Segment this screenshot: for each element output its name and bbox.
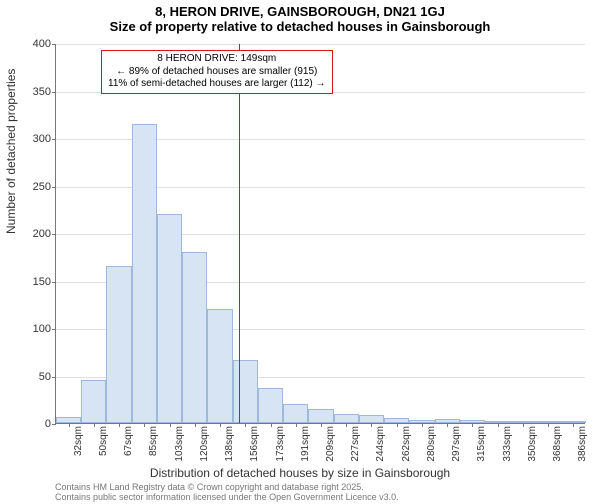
xtick-mark	[170, 423, 171, 427]
xtick-mark	[472, 423, 473, 427]
plot-area: 05010015020025030035040032sqm50sqm67sqm8…	[55, 44, 585, 424]
ytick-mark	[52, 282, 56, 283]
ytick-label: 350	[11, 86, 51, 98]
xtick-label: 315sqm	[476, 426, 487, 462]
annotation-box: 8 HERON DRIVE: 149sqm← 89% of detached h…	[101, 50, 333, 94]
xtick-label: 227sqm	[350, 426, 361, 462]
xtick-label: 32sqm	[73, 426, 84, 456]
xtick-label: 244sqm	[375, 426, 386, 462]
xtick-mark	[573, 423, 574, 427]
xtick-label: 103sqm	[174, 426, 185, 462]
ytick-label: 250	[11, 181, 51, 193]
xtick-mark	[447, 423, 448, 427]
xtick-mark	[523, 423, 524, 427]
ytick-mark	[52, 234, 56, 235]
footer-line-1: Contains HM Land Registry data © Crown c…	[55, 482, 399, 492]
xtick-mark	[69, 423, 70, 427]
histogram-bar	[308, 409, 333, 423]
xtick-mark	[245, 423, 246, 427]
footer-line-2: Contains public sector information licen…	[55, 492, 399, 502]
annotation-line-2: ← 89% of detached houses are smaller (91…	[108, 66, 326, 79]
xtick-label: 280sqm	[426, 426, 437, 462]
xtick-label: 368sqm	[552, 426, 563, 462]
xtick-label: 191sqm	[300, 426, 311, 462]
ytick-mark	[52, 377, 56, 378]
ytick-label: 50	[11, 371, 51, 383]
xtick-mark	[548, 423, 549, 427]
ytick-mark	[52, 329, 56, 330]
xtick-mark	[144, 423, 145, 427]
xtick-mark	[498, 423, 499, 427]
xtick-label: 120sqm	[199, 426, 210, 462]
xtick-mark	[397, 423, 398, 427]
histogram-bar	[207, 309, 232, 423]
xtick-label: 67sqm	[123, 426, 134, 456]
ytick-mark	[52, 424, 56, 425]
ytick-label: 200	[11, 228, 51, 240]
ytick-label: 0	[11, 418, 51, 430]
xtick-mark	[296, 423, 297, 427]
histogram-bar	[334, 414, 359, 424]
xtick-label: 333sqm	[502, 426, 513, 462]
xtick-mark	[346, 423, 347, 427]
histogram-bar	[81, 380, 106, 423]
xtick-label: 50sqm	[98, 426, 109, 456]
histogram-bar	[258, 388, 283, 423]
xtick-label: 209sqm	[325, 426, 336, 462]
xtick-mark	[422, 423, 423, 427]
xtick-label: 156sqm	[249, 426, 260, 462]
chart-title-main: 8, HERON DRIVE, GAINSBOROUGH, DN21 1GJ	[0, 4, 600, 19]
ytick-mark	[52, 187, 56, 188]
xtick-label: 297sqm	[451, 426, 462, 462]
annotation-line-3: 11% of semi-detached houses are larger (…	[108, 78, 326, 91]
x-axis-label: Distribution of detached houses by size …	[0, 466, 600, 480]
xtick-label: 350sqm	[527, 426, 538, 462]
ytick-mark	[52, 92, 56, 93]
histogram-bar	[106, 266, 131, 423]
histogram-bar	[157, 214, 182, 423]
ytick-label: 150	[11, 276, 51, 288]
chart-title-sub: Size of property relative to detached ho…	[0, 19, 600, 34]
xtick-mark	[94, 423, 95, 427]
xtick-mark	[220, 423, 221, 427]
histogram-bar	[283, 404, 308, 423]
histogram-bar	[182, 252, 207, 423]
ytick-mark	[52, 139, 56, 140]
xtick-label: 138sqm	[224, 426, 235, 462]
xtick-mark	[271, 423, 272, 427]
histogram-bar	[233, 360, 258, 423]
xtick-label: 386sqm	[577, 426, 588, 462]
xtick-mark	[119, 423, 120, 427]
reference-line	[239, 44, 240, 423]
xtick-mark	[321, 423, 322, 427]
xtick-label: 85sqm	[148, 426, 159, 456]
ytick-label: 100	[11, 323, 51, 335]
xtick-label: 173sqm	[275, 426, 286, 462]
xtick-mark	[371, 423, 372, 427]
xtick-label: 262sqm	[401, 426, 412, 462]
gridline	[56, 44, 585, 45]
histogram-bar	[132, 124, 157, 423]
ytick-label: 300	[11, 133, 51, 145]
histogram-bar	[359, 415, 384, 423]
annotation-line-1: 8 HERON DRIVE: 149sqm	[108, 53, 326, 66]
ytick-mark	[52, 44, 56, 45]
chart-area: 05010015020025030035040032sqm50sqm67sqm8…	[55, 44, 585, 424]
ytick-label: 400	[11, 38, 51, 50]
xtick-mark	[195, 423, 196, 427]
